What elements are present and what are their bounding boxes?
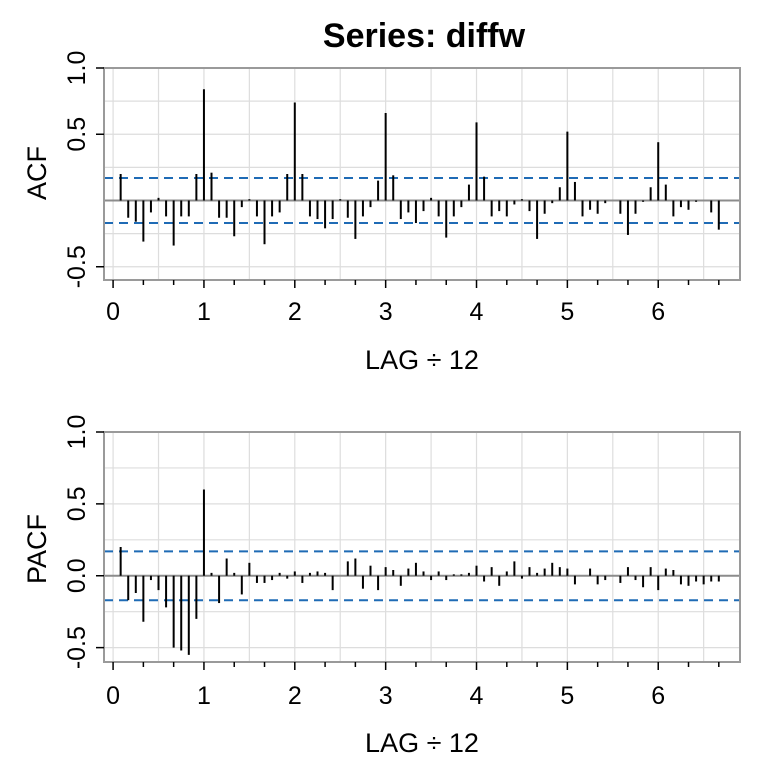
acf-x-tick-label: 5 [560,298,574,326]
pacf-y-axis-label: PACF [22,514,52,584]
pacf-y-tick-label: 0.0 [63,558,91,593]
acf-y-axis-label: ACF [22,146,52,200]
pacf-x-tick-label: 5 [560,682,574,710]
pacf-x-tick-label: 6 [651,682,665,710]
acf-y-tick-label: 0.5 [63,117,91,152]
chart-title: Series: diffw [323,17,526,55]
acf-x-tick-label: 4 [470,298,484,326]
acf-x-tick-label: 6 [651,298,665,326]
acf-y-tick-label: 1.0 [63,51,91,86]
pacf-x-tick-label: 0 [106,682,120,710]
pacf-x-axis-label: LAG ÷ 12 [365,728,479,758]
pacf-x-tick-label: 3 [379,682,393,710]
acf-x-tick-label: 1 [197,298,211,326]
pacf-x-tick-label: 1 [197,682,211,710]
acf-plot-frame [103,67,741,281]
pacf-y-tick-label: 0.5 [63,486,91,521]
acf-x-tick-label: 3 [379,298,393,326]
acf-x-tick-label: 2 [288,298,302,326]
acf-panel: 0 1 2 3 4 5 6 -0.5 0.5 1.0 LAG ÷ 12 ACF [22,51,741,375]
pacf-plot-frame [103,431,741,663]
pacf-x-tick-label: 4 [470,682,484,710]
acf-y-tick-label: -0.5 [63,245,91,288]
pacf-x-tick-label: 2 [288,682,302,710]
pacf-plot-area: 0 1 2 3 4 5 6 -0.5 0.0 0.5 1.0 [63,415,741,710]
pacf-y-tick-label: -0.5 [63,626,91,669]
acf-plot-area: 0 1 2 3 4 5 6 -0.5 0.5 1.0 [63,51,741,326]
pacf-panel: 0 1 2 3 4 5 6 -0.5 0.0 0.5 1.0 LAG ÷ 12 PACF [22,415,741,758]
acf-x-axis-label: LAG ÷ 12 [365,345,479,375]
pacf-y-tick-label: 1.0 [63,415,91,450]
acf-x-tick-label: 0 [106,298,120,326]
